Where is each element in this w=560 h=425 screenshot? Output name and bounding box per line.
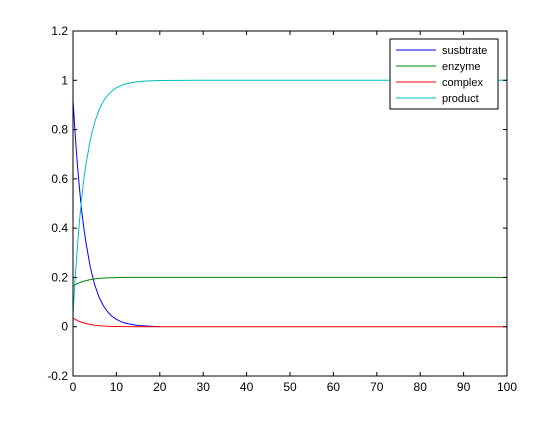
series-line-complex xyxy=(72,317,507,328)
y-tick-label: 0 xyxy=(61,320,68,334)
series-line-product xyxy=(72,79,507,315)
x-tick-label: 40 xyxy=(240,380,254,394)
y-tick-label: 0.2 xyxy=(51,270,68,284)
x-tick-label: 10 xyxy=(110,380,124,394)
x-tick-label: 60 xyxy=(327,380,341,394)
x-tick-label: 100 xyxy=(497,380,517,394)
y-tick-label: 0.8 xyxy=(51,123,68,137)
x-tick-label: 30 xyxy=(197,380,211,394)
x-tick-label: 20 xyxy=(153,380,167,394)
legend-box xyxy=(389,38,499,110)
legend-label-susbtrate: susbtrate xyxy=(442,45,487,57)
y-tick-label: -0.2 xyxy=(47,369,68,383)
x-tick-label: 0 xyxy=(70,380,77,394)
legend-label-complex: complex xyxy=(442,77,483,89)
y-tick-label: 0.4 xyxy=(51,221,68,235)
x-tick-label: 50 xyxy=(283,380,297,394)
x-tick-label: 80 xyxy=(414,380,428,394)
x-tick-label: 90 xyxy=(457,380,471,394)
legend: susbtrate enzyme complex product xyxy=(389,38,499,110)
y-tick-label: 0.6 xyxy=(51,172,68,186)
ticks-layer: 0 10 20 30 40 50 60 70 80 90 100-0.200.20.40.60.81… xyxy=(47,24,517,394)
y-tick-label: 1.2 xyxy=(51,24,68,38)
series-line-enzyme xyxy=(72,276,507,287)
series-layer xyxy=(72,79,507,328)
legend-label-enzyme: enzyme xyxy=(442,61,481,73)
y-tick-label: 1 xyxy=(61,73,68,87)
series-line-susbtrate xyxy=(72,99,160,327)
x-tick-label: 70 xyxy=(370,380,384,394)
legend-label-product: product xyxy=(442,93,479,105)
